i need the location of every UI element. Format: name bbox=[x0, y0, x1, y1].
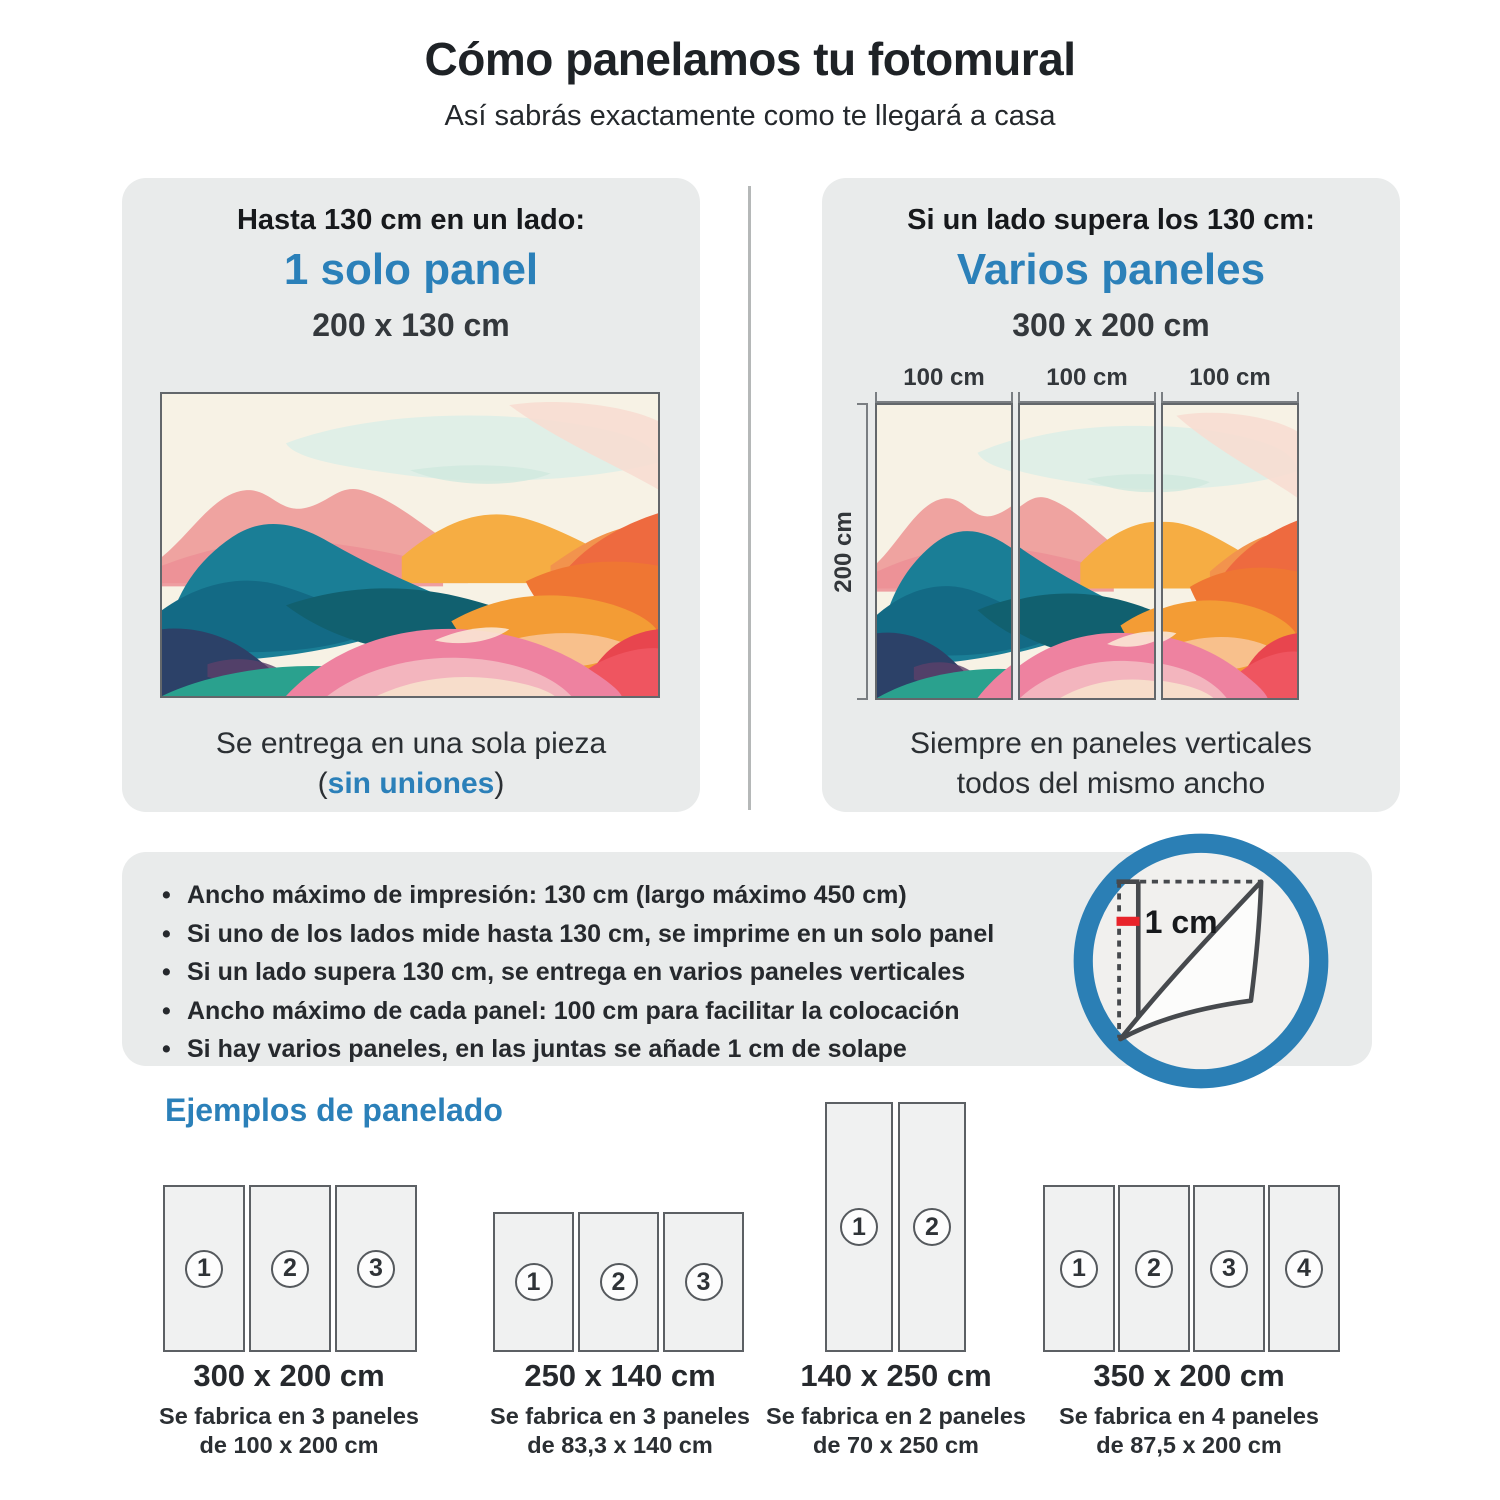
example-description-line1: Se fabrica en 2 paneles bbox=[766, 1403, 1026, 1429]
panel-number-badge: 4 bbox=[1285, 1249, 1323, 1288]
example-panel: 1 bbox=[163, 1185, 245, 1352]
example-panel: 2 bbox=[249, 1185, 331, 1352]
panel-column-2: 100 cm bbox=[1018, 364, 1156, 700]
multi-panel-note: Siempre en paneles verticales todos del … bbox=[822, 724, 1400, 804]
panel-number-badge: 3 bbox=[357, 1249, 395, 1288]
panel-number-badge: 1 bbox=[185, 1249, 223, 1288]
example-description-line2: de 87,5 x 200 cm bbox=[1096, 1432, 1282, 1458]
example-caption-300x200: 300 x 200 cm Se fabrica en 3 paneles de … bbox=[119, 1358, 459, 1460]
panel-number-badge: 3 bbox=[1210, 1249, 1248, 1288]
width-dimension-label: 100 cm bbox=[1189, 364, 1271, 391]
panel-column-1: 100 cm bbox=[875, 364, 1013, 700]
panel-number-badge: 2 bbox=[1135, 1249, 1173, 1288]
width-dimension-label: 100 cm bbox=[903, 364, 985, 391]
single-panel-condition: Hasta 130 cm en un lado: bbox=[236, 204, 586, 236]
panel-number-badge: 1 bbox=[1060, 1249, 1098, 1288]
single-panel-size: 200 x 130 cm bbox=[312, 307, 510, 343]
watercolor-artwork-slice bbox=[1020, 405, 1154, 698]
multi-panel-card: Si un lado supera los 130 cm: Varios pan… bbox=[822, 178, 1400, 812]
width-dimension-line bbox=[1161, 392, 1299, 403]
page-title: Cómo panelamos tu fotomural bbox=[424, 33, 1076, 85]
overlap-measure-label: 1 cm bbox=[1145, 904, 1218, 940]
example-panel: 1 bbox=[1043, 1185, 1115, 1352]
panel-number-badge: 2 bbox=[913, 1208, 951, 1246]
panel-number-badge: 3 bbox=[684, 1263, 723, 1301]
paren-close: ) bbox=[494, 767, 505, 800]
example-panel: 1 bbox=[493, 1212, 574, 1352]
height-dimension-line bbox=[857, 403, 868, 700]
multi-panel-note-line1: Siempre en paneles verticales bbox=[910, 727, 1312, 760]
multi-panel-note-line2: todos del mismo ancho bbox=[956, 767, 1266, 800]
width-dimension-line bbox=[1018, 392, 1156, 403]
info-bullet: Si un lado supera 130 cm, se entrega en … bbox=[160, 953, 1372, 992]
example-caption-140x250: 140 x 250 cm Se fabrica en 2 paneles de … bbox=[726, 1358, 1066, 1460]
example-panel: 3 bbox=[1193, 1185, 1265, 1352]
example-description-line1: Se fabrica en 4 paneles bbox=[1059, 1403, 1319, 1429]
panel-number-badge: 1 bbox=[840, 1208, 878, 1246]
info-bullet-list: Ancho máximo de impresión: 130 cm (largo… bbox=[122, 852, 1372, 1069]
single-panel-headline: 1 solo panel bbox=[283, 245, 539, 294]
example-description-line2: de 70 x 250 cm bbox=[813, 1432, 979, 1458]
example-description: Se fabrica en 3 paneles de 100 x 200 cm bbox=[119, 1402, 459, 1460]
multi-panel-size: 300 x 200 cm bbox=[1012, 307, 1210, 343]
example-size: 300 x 200 cm bbox=[193, 1358, 385, 1393]
single-panel-note-highlight: sin uniones bbox=[327, 767, 495, 800]
watercolor-artwork bbox=[162, 394, 658, 696]
paren-open: ( bbox=[317, 767, 328, 800]
mural-slice-3 bbox=[1161, 403, 1299, 700]
multi-panel-condition: Si un lado supera los 130 cm: bbox=[907, 204, 1315, 236]
example-panels-250x140: 1 2 3 bbox=[493, 1212, 744, 1352]
example-panels-140x250: 1 2 bbox=[825, 1102, 966, 1352]
panel-column-3: 100 cm bbox=[1161, 364, 1299, 700]
example-description-line2: de 83,3 x 140 cm bbox=[527, 1432, 713, 1458]
example-description: Se fabrica en 2 paneles de 70 x 250 cm bbox=[726, 1402, 1066, 1460]
watercolor-artwork-slice bbox=[877, 405, 1011, 698]
info-bullet: Ancho máximo de cada panel: 100 cm para … bbox=[160, 992, 1372, 1031]
example-panel: 2 bbox=[578, 1212, 659, 1352]
panel-number-badge: 1 bbox=[514, 1263, 553, 1301]
page-header: Cómo panelamos tu fotomural Así sabrás e… bbox=[0, 32, 1500, 133]
info-bullet: Ancho máximo de impresión: 130 cm (largo… bbox=[160, 876, 1372, 915]
panel-number-badge: 2 bbox=[599, 1263, 638, 1301]
example-caption-350x200: 350 x 200 cm Se fabrica en 4 paneles de … bbox=[1019, 1358, 1359, 1460]
example-description: Se fabrica en 3 paneles de 83,3 x 140 cm bbox=[450, 1402, 790, 1460]
example-panel: 3 bbox=[335, 1185, 417, 1352]
example-panel: 1 bbox=[825, 1102, 893, 1352]
mural-preview-single bbox=[160, 392, 660, 698]
mural-slice-1 bbox=[875, 403, 1013, 700]
page-subtitle: Así sabrás exactamente como te llegará a… bbox=[444, 100, 1056, 132]
width-dimension-label: 100 cm bbox=[1046, 364, 1128, 391]
example-panels-300x200: 1 2 3 bbox=[163, 1185, 417, 1352]
single-panel-note-line2: (sin uniones) bbox=[122, 764, 700, 804]
width-dimension-line bbox=[875, 392, 1013, 403]
single-panel-note-line1: Se entrega en una sola pieza bbox=[215, 727, 607, 760]
overlap-illustration: 1 cm bbox=[1073, 833, 1329, 1089]
example-size: 350 x 200 cm bbox=[1093, 1358, 1285, 1393]
example-panels-350x200: 1 2 3 4 bbox=[1043, 1185, 1340, 1352]
panel-number-badge: 2 bbox=[271, 1249, 309, 1288]
example-panel: 2 bbox=[1118, 1185, 1190, 1352]
mural-slice-2 bbox=[1018, 403, 1156, 700]
example-description-line1: Se fabrica en 3 paneles bbox=[490, 1403, 750, 1429]
cards-divider bbox=[748, 186, 751, 810]
example-caption-250x140: 250 x 140 cm Se fabrica en 3 paneles de … bbox=[450, 1358, 790, 1460]
example-description-line2: de 100 x 200 cm bbox=[199, 1432, 379, 1458]
watercolor-artwork-slice bbox=[1163, 405, 1297, 698]
single-panel-note: Se entrega en una sola pieza (sin unione… bbox=[122, 724, 700, 804]
multi-panel-headline: Varios paneles bbox=[956, 245, 1266, 294]
example-panel: 4 bbox=[1268, 1185, 1340, 1352]
example-size: 140 x 250 cm bbox=[800, 1358, 992, 1393]
examples-heading: Ejemplos de panelado bbox=[165, 1092, 503, 1128]
page-curl-icon: 1 cm bbox=[1073, 833, 1329, 1089]
example-panel: 2 bbox=[898, 1102, 966, 1352]
height-dimension-label: 200 cm bbox=[830, 511, 857, 593]
example-size: 250 x 140 cm bbox=[524, 1358, 716, 1393]
example-panel: 3 bbox=[663, 1212, 744, 1352]
info-bullet: Si uno de los lados mide hasta 130 cm, s… bbox=[160, 915, 1372, 954]
example-description: Se fabrica en 4 paneles de 87,5 x 200 cm bbox=[1019, 1402, 1359, 1460]
info-bullet: Si hay varios paneles, en las juntas se … bbox=[160, 1030, 1372, 1069]
example-description-line1: Se fabrica en 3 paneles bbox=[159, 1403, 419, 1429]
single-panel-card: Hasta 130 cm en un lado: 1 solo panel 20… bbox=[122, 178, 700, 812]
